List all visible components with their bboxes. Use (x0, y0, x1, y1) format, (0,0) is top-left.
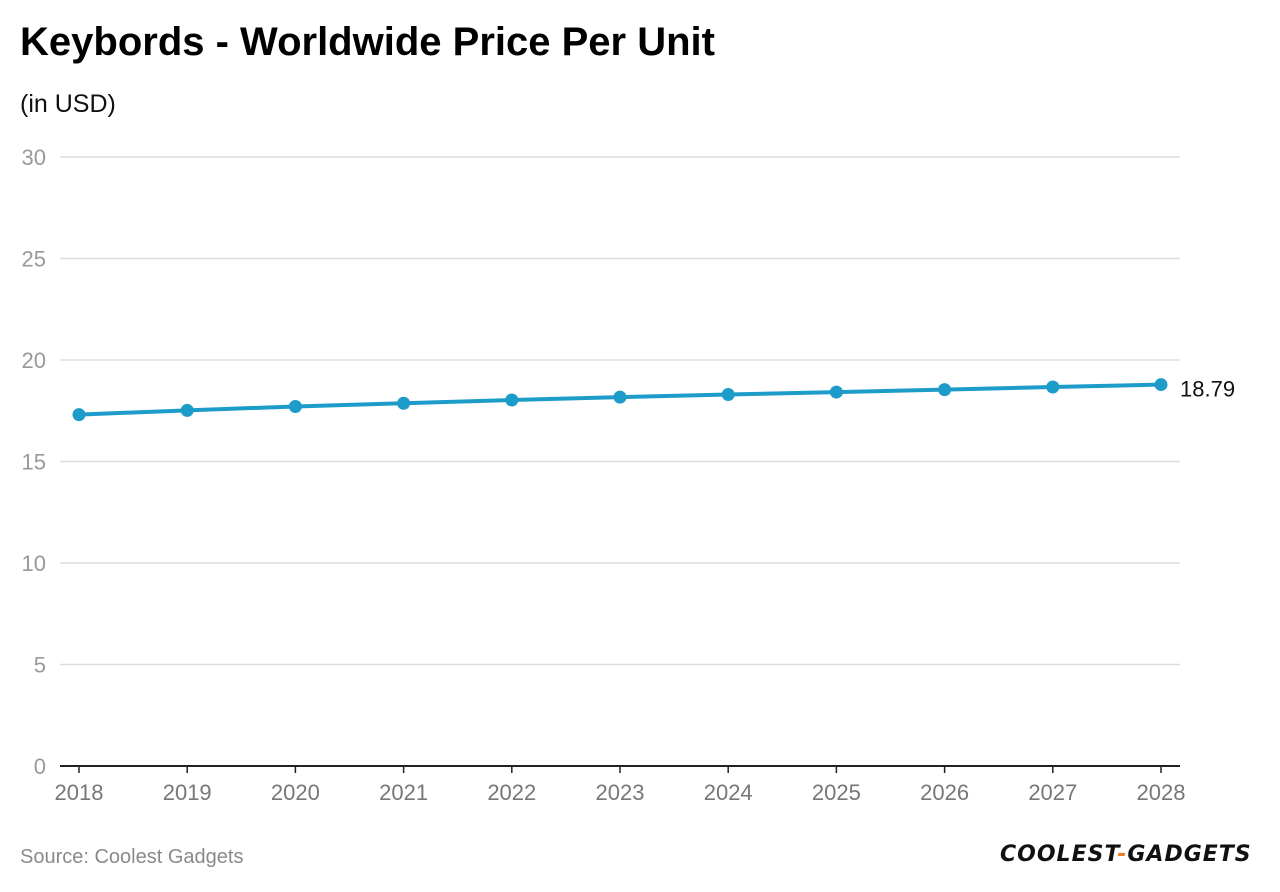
y-tick-label-20: 20 (22, 348, 46, 373)
data-point-2025 (829, 385, 843, 399)
coolest-gadgets-logo: COOLEST-GADGETS (1000, 842, 1252, 867)
logo-part-1: COOLEST (1000, 842, 1118, 867)
x-tick-label-2026: 2026 (920, 780, 969, 805)
data-label-2028: 18.79 (1180, 377, 1235, 402)
chart-title: Keybords - Worldwide Price Per Unit (20, 20, 715, 64)
data-point-2019 (180, 403, 194, 417)
data-point-2026 (938, 383, 952, 397)
x-tick-label-2028: 2028 (1137, 780, 1186, 805)
logo-part-2: GADGETS (1127, 842, 1252, 867)
y-tick-label-0: 0 (34, 754, 46, 779)
data-point-2023 (613, 390, 627, 404)
x-tick-label-2018: 2018 (55, 780, 104, 805)
y-tick-label-10: 10 (22, 551, 46, 576)
y-tick-label-30: 30 (22, 145, 46, 170)
data-point-2028 (1154, 378, 1168, 392)
x-tick-label-2023: 2023 (596, 780, 645, 805)
data-point-2021 (397, 396, 411, 410)
data-point-2022 (505, 393, 519, 407)
logo-dash: - (1117, 842, 1128, 867)
source-note: Source: Coolest Gadgets (20, 846, 244, 868)
x-tick-label-2020: 2020 (271, 780, 320, 805)
y-tick-label-15: 15 (22, 450, 46, 475)
data-point-2024 (721, 388, 735, 402)
y-tick-label-25: 25 (22, 247, 46, 272)
data-point-2018 (72, 408, 86, 422)
x-tick-label-2024: 2024 (704, 780, 753, 805)
chart-subtitle: (in USD) (20, 90, 116, 118)
x-tick-label-2021: 2021 (379, 780, 428, 805)
x-tick-label-2025: 2025 (812, 780, 861, 805)
x-tick-label-2027: 2027 (1028, 780, 1077, 805)
y-tick-label-5: 5 (34, 653, 46, 678)
data-point-2027 (1046, 380, 1060, 394)
x-tick-label-2022: 2022 (487, 780, 536, 805)
x-tick-label-2019: 2019 (163, 780, 212, 805)
data-point-2020 (288, 399, 302, 413)
